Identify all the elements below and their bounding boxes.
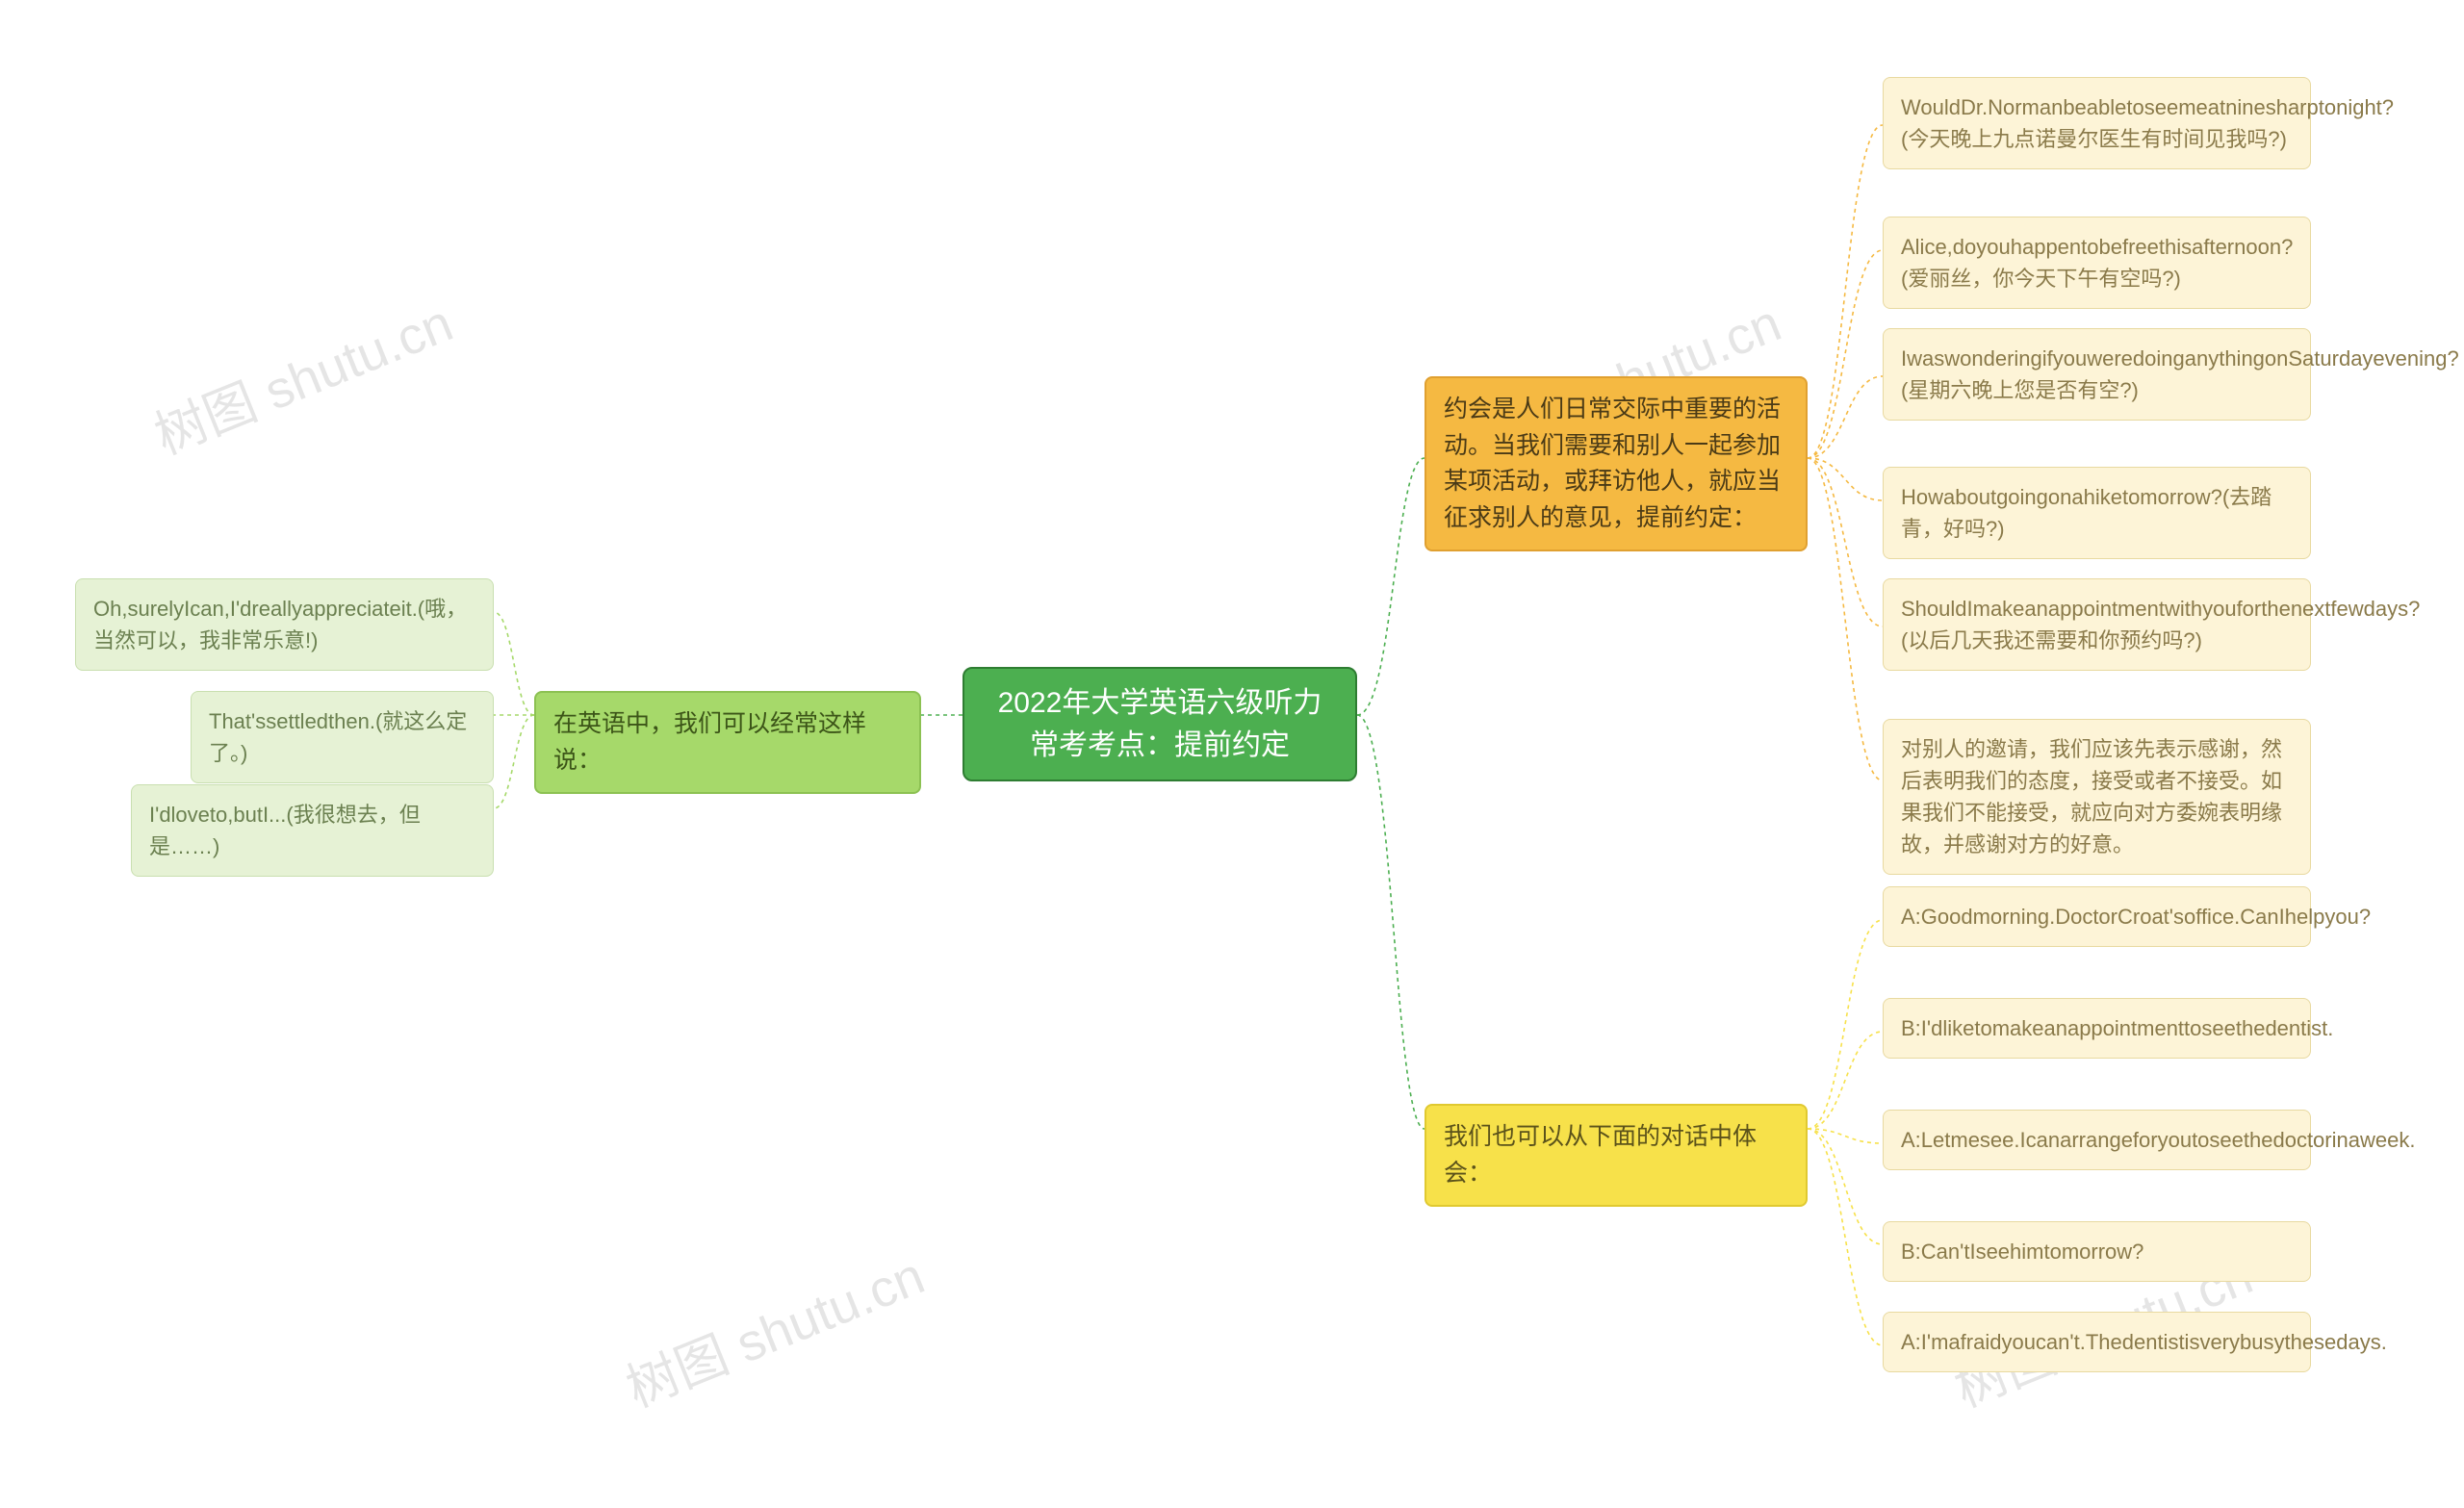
branch-right1-label: 约会是人们日常交际中重要的活动。当我们需要和别人一起参加某项活动，或拜访他人，就… bbox=[1444, 396, 1781, 531]
leaf-text: B:Can'tIseehimtomorrow? bbox=[1901, 1240, 2143, 1264]
leaf-text: Howaboutgoingonahiketomorrow?(去踏青，好吗?) bbox=[1901, 485, 2272, 541]
leaf-text: Oh,surelyIcan,I'dreallyappreciateit.(哦，当… bbox=[93, 597, 467, 652]
leaf-right2-0[interactable]: A:Goodmorning.DoctorCroat'soffice.CanIhe… bbox=[1883, 886, 2311, 947]
leaf-left-1[interactable]: That'ssettledthen.(就这么定了。) bbox=[191, 691, 494, 783]
leaf-text: A:Goodmorning.DoctorCroat'soffice.CanIhe… bbox=[1901, 905, 2371, 929]
leaf-text: WouldDr.Normanbeabletoseemeatninesharpto… bbox=[1901, 95, 2394, 151]
branch-right1[interactable]: 约会是人们日常交际中重要的活动。当我们需要和别人一起参加某项活动，或拜访他人，就… bbox=[1424, 376, 1808, 551]
branch-right2[interactable]: 我们也可以从下面的对话中体会： bbox=[1424, 1104, 1808, 1207]
branch-left[interactable]: 在英语中，我们可以经常这样说： bbox=[534, 691, 921, 794]
branch-right2-label: 我们也可以从下面的对话中体会： bbox=[1444, 1123, 1757, 1187]
leaf-text: That'ssettledthen.(就这么定了。) bbox=[209, 709, 467, 765]
leaf-text: ShouldImakeanappointmentwithyouforthenex… bbox=[1901, 597, 2420, 652]
watermark: 树图 shutu.cn bbox=[141, 281, 462, 470]
watermark: 树图 shutu.cn bbox=[613, 1234, 934, 1422]
leaf-right1-4[interactable]: ShouldImakeanappointmentwithyouforthenex… bbox=[1883, 578, 2311, 671]
leaf-text: A:Letmesee.Icanarrangeforyoutoseethedoct… bbox=[1901, 1128, 2415, 1152]
center-node[interactable]: 2022年大学英语六级听力 常考考点：提前约定 bbox=[962, 667, 1357, 781]
leaf-text: IwaswonderingifyouweredoinganythingonSat… bbox=[1901, 346, 2459, 402]
leaf-right1-1[interactable]: Alice,doyouhappentobefreethisafternoon?(… bbox=[1883, 217, 2311, 309]
leaf-text: 对别人的邀请，我们应该先表示感谢，然后表明我们的态度，接受或者不接受。如果我们不… bbox=[1901, 737, 2282, 856]
leaf-text: Alice,doyouhappentobefreethisafternoon?(… bbox=[1901, 235, 2293, 291]
leaf-left-0[interactable]: Oh,surelyIcan,I'dreallyappreciateit.(哦，当… bbox=[75, 578, 494, 671]
leaf-right1-5[interactable]: 对别人的邀请，我们应该先表示感谢，然后表明我们的态度，接受或者不接受。如果我们不… bbox=[1883, 719, 2311, 875]
leaf-text: A:I'mafraidyoucan't.Thedentistisverybusy… bbox=[1901, 1330, 2387, 1354]
leaf-right2-3[interactable]: B:Can'tIseehimtomorrow? bbox=[1883, 1221, 2311, 1282]
leaf-right1-3[interactable]: Howaboutgoingonahiketomorrow?(去踏青，好吗?) bbox=[1883, 467, 2311, 559]
leaf-text: B:I'dliketomakeanappointmenttoseethedent… bbox=[1901, 1016, 2333, 1040]
leaf-right1-2[interactable]: IwaswonderingifyouweredoinganythingonSat… bbox=[1883, 328, 2311, 421]
center-line1: 2022年大学英语六级听力 bbox=[998, 687, 1322, 719]
leaf-right2-4[interactable]: A:I'mafraidyoucan't.Thedentistisverybusy… bbox=[1883, 1312, 2311, 1372]
center-line2: 常考考点：提前约定 bbox=[1030, 729, 1290, 761]
leaf-left-2[interactable]: I'dloveto,butI...(我很想去，但是……) bbox=[131, 784, 494, 877]
leaf-right1-0[interactable]: WouldDr.Normanbeabletoseemeatninesharpto… bbox=[1883, 77, 2311, 169]
leaf-text: I'dloveto,butI...(我很想去，但是……) bbox=[149, 803, 421, 858]
branch-left-label: 在英语中，我们可以经常这样说： bbox=[553, 710, 866, 774]
leaf-right2-2[interactable]: A:Letmesee.Icanarrangeforyoutoseethedoct… bbox=[1883, 1110, 2311, 1170]
leaf-right2-1[interactable]: B:I'dliketomakeanappointmenttoseethedent… bbox=[1883, 998, 2311, 1059]
